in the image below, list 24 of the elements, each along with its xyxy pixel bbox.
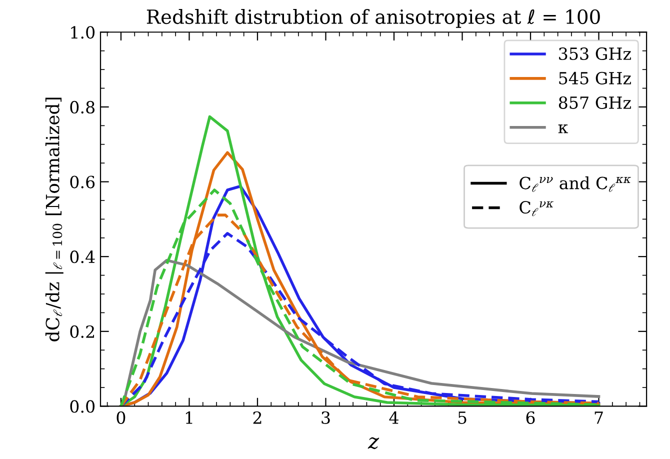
x-tick-label: 3 [322,411,330,424]
x-tick-label: 1 [186,411,192,424]
x-tick-label: 4 [389,411,398,424]
x-tick-label: 0 [116,411,126,424]
legend-label: 353 GHz [559,47,631,60]
x-tick-label: 6 [526,411,535,424]
y-tick-label: 0.0 [70,400,95,413]
y-tick-label: 0.4 [70,250,95,264]
x-tick-label: 7 [594,412,603,424]
y-axis-title: dC$_{ℓ}$/dz |$_{ℓ=100}$ [Normalized] [45,98,64,342]
legend-label: 545 GHz [559,72,631,84]
x-tick-label: 5 [458,412,466,424]
y-tick-label: 1.0 [71,26,95,39]
y-tick-label: 0.2 [70,325,94,338]
line-series [122,258,600,406]
chart-title: Redshift distrubtion of anisotropies at ℓ = 100 [146,9,600,28]
y-tick-label: 0.8 [70,100,95,114]
x-tick-label: 2 [253,411,262,424]
y-tick-label: 0.6 [70,176,95,188]
annotation: C$_{ℓ}$$^{νν}$ and C$_{ℓ}$$^{κκ}$ [520,176,631,192]
x-axis-title: z [368,437,380,450]
legend-label: 857 GHz [558,96,631,109]
legend-label: κ [558,124,568,134]
annotation: C$_{ℓ}$$^{νκ}$ [520,201,554,216]
